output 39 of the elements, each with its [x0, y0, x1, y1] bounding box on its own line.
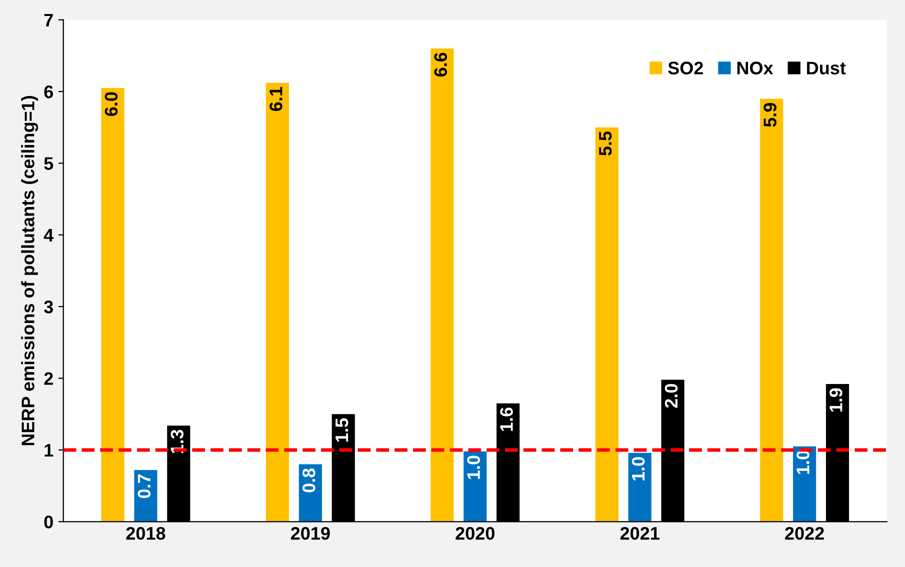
data-label: 2.0	[664, 384, 678, 408]
data-label: 0.8	[302, 468, 316, 492]
bar	[101, 88, 124, 522]
bar	[760, 98, 784, 522]
data-label: 1.0	[796, 450, 810, 474]
legend-label: Dust	[807, 62, 846, 74]
data-label: 0.7	[138, 474, 151, 498]
data-label: 5.5	[599, 131, 612, 156]
y-tick-label: 1	[44, 444, 54, 456]
data-label: 5.9	[764, 102, 776, 127]
bar	[628, 452, 652, 522]
data-label: 1.0	[632, 457, 645, 480]
legend-label: NOx	[737, 62, 774, 74]
data-label: 6.1	[270, 87, 282, 111]
y-tick-label: 7	[44, 14, 53, 26]
data-label: 1.9	[830, 388, 842, 412]
bar	[430, 48, 454, 522]
x-tick-label: 2021	[620, 526, 660, 540]
x-tick-label: 2019	[290, 526, 330, 540]
data-label: 1.0	[467, 456, 480, 479]
bar	[464, 451, 487, 522]
data-label: 1.5	[336, 418, 348, 442]
y-axis-title: NERP emissions of pollutants (ceiling=1)	[21, 96, 38, 446]
y-tick-label: 3	[44, 300, 53, 314]
data-label: 6.0	[104, 92, 118, 116]
y-tick-label: 5	[44, 157, 54, 170]
bar	[595, 127, 618, 522]
y-tick-label: 4	[44, 229, 54, 242]
legend-label: SO2	[668, 62, 703, 74]
x-tick-label: 2020	[456, 526, 494, 540]
bar	[266, 82, 290, 522]
y-tick-label: 2	[44, 372, 53, 385]
data-label: 1.6	[500, 408, 513, 431]
x-tick-label: 2022	[785, 526, 824, 540]
data-label: 6.6	[434, 52, 448, 77]
bar	[793, 446, 816, 522]
x-tick-label: 2018	[126, 526, 166, 540]
y-tick-label: 0	[44, 516, 53, 528]
y-tick-label: 6	[44, 85, 53, 98]
